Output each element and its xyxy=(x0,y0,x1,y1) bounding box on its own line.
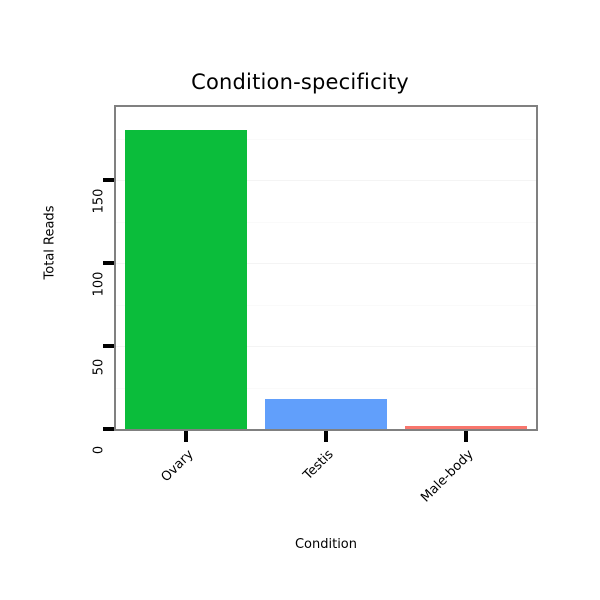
gridline-major xyxy=(116,263,536,265)
gridline-major xyxy=(116,346,536,347)
y-tick-mark xyxy=(103,427,114,431)
x-tick-label: Male-body xyxy=(418,447,477,506)
x-tick-mark xyxy=(184,431,188,442)
y-tick-mark xyxy=(103,261,114,266)
gridline-minor xyxy=(116,138,536,140)
chart-title: Condition-specificity xyxy=(191,70,409,94)
bar-male-body xyxy=(405,425,527,429)
plot-area xyxy=(116,107,536,429)
x-tick-label: Ovary xyxy=(158,447,197,486)
x-axis-title: Condition xyxy=(294,537,358,552)
y-tick-label: 150 xyxy=(91,188,107,214)
y-axis-title: Total Reads xyxy=(42,205,58,280)
y-tick-mark xyxy=(103,344,114,348)
gridline-minor xyxy=(116,221,536,223)
bar-testis xyxy=(265,399,387,429)
x-tick-mark xyxy=(324,431,328,442)
y-tick-label: 50 xyxy=(91,358,107,376)
y-tick-mark xyxy=(103,178,114,183)
x-tick-mark xyxy=(464,431,468,442)
gridline-minor xyxy=(116,387,536,389)
gridline-minor xyxy=(116,304,536,306)
gridline-major xyxy=(116,180,536,182)
bar-ovary xyxy=(125,130,247,429)
plot-panel xyxy=(114,105,538,431)
y-tick-label: 100 xyxy=(91,271,107,297)
y-tick-label: 0 xyxy=(91,445,107,455)
x-tick-label: Testis xyxy=(300,447,337,484)
